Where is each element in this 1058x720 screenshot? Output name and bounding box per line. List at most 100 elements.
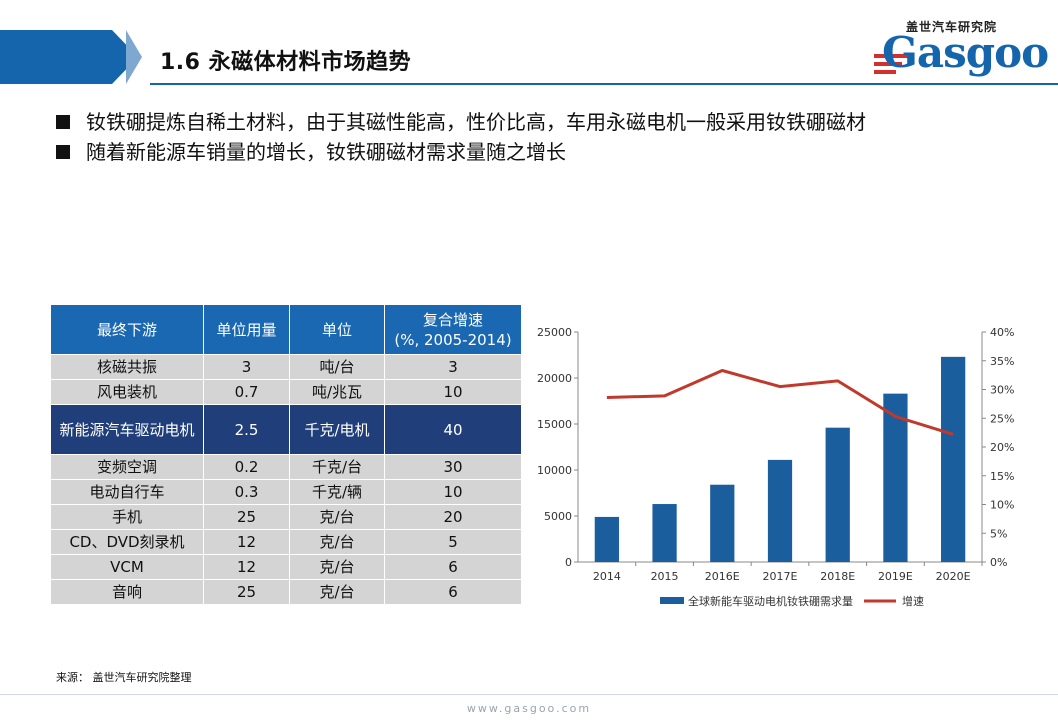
- y-tick-label-left: 5000: [544, 510, 572, 523]
- logo-chinese-text: 盖世汽车研究院: [906, 20, 998, 34]
- y-tick-label-right: 15%: [990, 470, 1014, 483]
- table-cell: 25: [203, 579, 290, 605]
- legend-label-line: 增速: [902, 594, 924, 608]
- table-cell: 12: [203, 529, 290, 555]
- table-cell: 12: [203, 554, 290, 580]
- table-cell: 手机: [50, 504, 204, 530]
- table-cell: 吨/台: [289, 354, 385, 380]
- y-tick-label-left: 15000: [537, 418, 572, 431]
- table-row: 风电装机 0.7 吨/兆瓦 10: [50, 379, 522, 405]
- y-tick-label-left: 20000: [537, 372, 572, 385]
- chart-bar: [825, 427, 850, 562]
- table-row: 手机 25 克/台 20: [50, 504, 522, 530]
- header-cell-line: 复合增速: [422, 310, 483, 329]
- demand-chart: 0 5000 10000 15000 20000 25000 0% 5% 10% 15% 20% 25…: [537, 326, 1014, 608]
- bullet-list: 钕铁硼提炼自稀土材料，由于其磁性能高，性价比高，车用永磁电机一般采用钕铁硼磁材 …: [56, 108, 1016, 168]
- chart-bar: [594, 516, 619, 562]
- growth-line: [606, 368, 954, 436]
- x-tick-label: 2019E: [878, 570, 913, 583]
- chart-bar: [710, 484, 735, 562]
- y-tick-label-left: 0: [565, 556, 572, 569]
- chart-bar: [767, 459, 793, 562]
- y-tick-label-right: 10%: [990, 499, 1014, 512]
- table-cell: 克/台: [289, 579, 385, 605]
- table-cell: 核磁共振: [50, 354, 204, 380]
- table-cell: 25: [203, 504, 290, 530]
- bullet-text: 钕铁硼提炼自稀土材料，由于其磁性能高，性价比高，车用永磁电机一般采用钕铁硼磁材: [86, 110, 866, 134]
- chart-bar: [883, 393, 908, 562]
- footer-divider: [0, 694, 1058, 695]
- legend-label-bar: 全球新能车驱动电机钕铁硼需求量: [688, 594, 853, 608]
- source-note: 来源： 盖世汽车研究院整理: [56, 671, 192, 684]
- table-cell: 3: [384, 354, 522, 380]
- table-cell: 6: [384, 579, 522, 605]
- bullet-item: 随着新能源车销量的增长，钕铁硼磁材需求量随之增长: [56, 138, 1016, 166]
- downstream-usage-table: 最终下游 单位用量 单位 复合增速 (%, 2005-2014) 核磁共振 3 吨/…: [50, 304, 522, 605]
- y-tick-label-right: 35%: [990, 355, 1014, 368]
- header-cell: 复合增速 (%, 2005-2014): [384, 304, 522, 355]
- y-tick-label-right: 40%: [990, 326, 1014, 339]
- table-cell: 5: [384, 529, 522, 555]
- logo-english-text: Gasgoo: [882, 28, 1049, 77]
- chart-bar: [652, 504, 677, 562]
- table-cell: 千克/辆: [289, 479, 385, 505]
- header-cell: 单位: [289, 304, 385, 355]
- table-cell: 3: [203, 354, 290, 380]
- logo-stripe: [874, 62, 902, 66]
- table-cell: 0.2: [203, 454, 290, 480]
- x-tick-label: 2014: [593, 570, 621, 583]
- legend-swatch-bar: [660, 597, 684, 604]
- table-cell: CD、DVD刻录机: [50, 529, 204, 555]
- table-cell: 音响: [50, 579, 204, 605]
- y-tick-label-right: 25%: [990, 412, 1014, 425]
- x-tick-label: 2018E: [820, 570, 855, 583]
- table-cell: 千克/电机: [289, 404, 385, 455]
- logo-stripe: [874, 70, 896, 74]
- y-tick-label-left: 25000: [537, 326, 572, 339]
- table-cell: 30: [384, 454, 522, 480]
- x-tick-label: 2020E: [936, 570, 971, 583]
- table-body: 核磁共振 3 吨/台 3 风电装机 0.7 吨/兆瓦 10 新能源汽车驱动电机 2.5 千克/电机 4…: [50, 354, 522, 605]
- logo-stripe: [874, 54, 908, 58]
- x-tick-label: 2017E: [763, 570, 798, 583]
- table-cell: 2.5: [203, 404, 290, 455]
- footer-url: www.gasgoo.com: [466, 702, 592, 715]
- table-header-row: 最终下游 单位用量 单位 复合增速 (%, 2005-2014): [50, 304, 522, 355]
- y-tick-label-right: 0%: [990, 556, 1007, 569]
- table-cell: 吨/兆瓦: [289, 379, 385, 405]
- table-cell: 6: [384, 554, 522, 580]
- header-cell: 单位用量: [203, 304, 290, 355]
- y-tick-label-right: 20%: [990, 441, 1014, 454]
- table-cell: 克/台: [289, 529, 385, 555]
- table-cell: 0.3: [203, 479, 290, 505]
- bullet-text: 随着新能源车销量的增长，钕铁硼磁材需求量随之增长: [86, 140, 566, 164]
- header-cell-line: (%, 2005-2014): [394, 330, 512, 349]
- table-row: 变频空调 0.2 千克/台 30: [50, 454, 522, 480]
- square-bullet-icon: [56, 115, 70, 129]
- table-row: 新能源汽车驱动电机 2.5 千克/电机 40: [50, 404, 522, 455]
- table-cell: 0.7: [203, 379, 290, 405]
- table-row: 核磁共振 3 吨/台 3: [50, 354, 522, 380]
- table-row: CD、DVD刻录机 12 克/台 5: [50, 529, 522, 555]
- table-row: 电动自行车 0.3 千克/辆 10: [50, 479, 522, 505]
- y-tick-label-right: 5%: [990, 527, 1007, 540]
- table-cell: 千克/台: [289, 454, 385, 480]
- table-cell: 变频空调: [50, 454, 204, 480]
- table-cell: 20: [384, 504, 522, 530]
- table-cell: 电动自行车: [50, 479, 204, 505]
- table-cell: 风电装机: [50, 379, 204, 405]
- table-cell: 10: [384, 379, 522, 405]
- x-tick-label: 2016E: [705, 570, 740, 583]
- y-tick-label-left: 10000: [537, 464, 572, 477]
- table-cell: 新能源汽车驱动电机: [50, 404, 204, 455]
- chart-bar: [941, 356, 966, 562]
- header-arrow-decoration-light: [126, 30, 142, 84]
- table-cell: 克/台: [289, 504, 385, 530]
- table-cell: 40: [384, 404, 522, 455]
- gasgoo-logo: 盖世汽车研究院 Gasgoo: [870, 18, 1050, 80]
- bullet-item: 钕铁硼提炼自稀土材料，由于其磁性能高，性价比高，车用永磁电机一般采用钕铁硼磁材: [56, 108, 1016, 136]
- x-tick-label: 2015: [651, 570, 679, 583]
- header-divider: [150, 83, 1058, 85]
- table-row: 音响 25 克/台 6: [50, 579, 522, 605]
- table-cell: 克/台: [289, 554, 385, 580]
